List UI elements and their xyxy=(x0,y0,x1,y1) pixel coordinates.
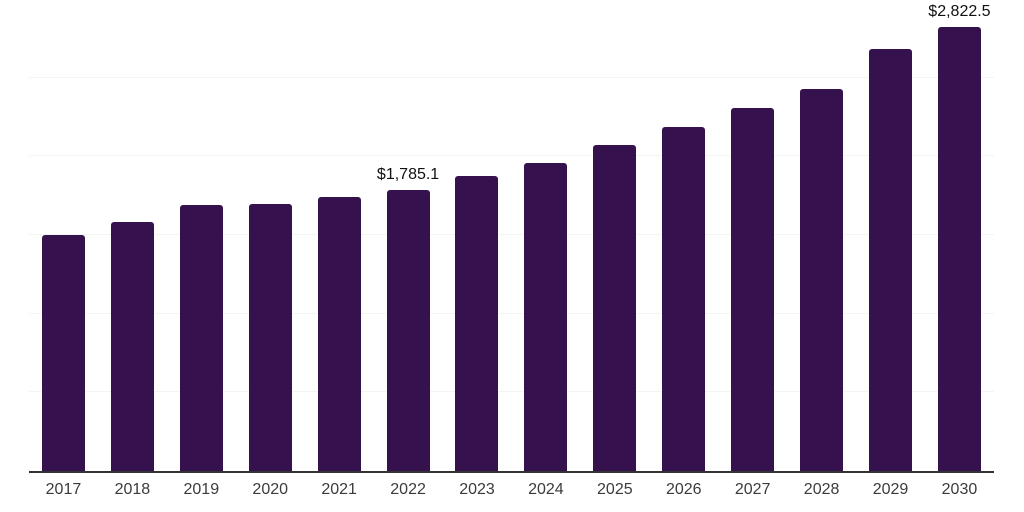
bar-group-2017 xyxy=(41,235,85,471)
data-label-2030: $2,822.5 xyxy=(928,2,991,20)
data-label-2022: $1,785.1 xyxy=(376,166,440,184)
bar-group-2020 xyxy=(248,203,292,471)
bar-2024 xyxy=(524,162,568,471)
bar-slot-2027 xyxy=(718,0,787,471)
x-tick-label-2019: 2019 xyxy=(183,481,220,498)
bar-group-2030: $2,822.5 xyxy=(928,2,991,471)
bar-slot-2024 xyxy=(511,0,580,471)
x-tick-label-2028: 2028 xyxy=(803,481,840,498)
bar-2023 xyxy=(455,176,499,471)
bar-slot-2017 xyxy=(29,0,98,471)
bar-group-2029 xyxy=(869,49,913,471)
x-tick-label-2023: 2023 xyxy=(459,481,495,498)
bar-slot-2025 xyxy=(580,0,649,471)
bar-group-2021 xyxy=(317,197,361,471)
bar-2030 xyxy=(937,26,981,471)
bar-group-2024 xyxy=(524,162,568,471)
bar-2025 xyxy=(593,145,637,471)
x-tick-label-2026: 2026 xyxy=(665,481,702,498)
bar-2020 xyxy=(248,203,292,471)
x-tick-label-2030: 2030 xyxy=(941,481,978,498)
bar-group-2019 xyxy=(179,205,223,471)
bar-group-2025 xyxy=(593,145,637,471)
bar-slot-2020 xyxy=(236,0,305,471)
x-tick-label-2022: 2022 xyxy=(390,481,426,498)
x-tick-label-2020: 2020 xyxy=(252,481,289,498)
x-axis-labels: 2017 2018 2019 2020 2021 2022 2023 2024 2025 2026… xyxy=(29,481,994,499)
x-tick-label-2027: 2027 xyxy=(734,481,771,498)
x-tick-label-2024: 2024 xyxy=(528,481,564,498)
bar-slot-2019 xyxy=(167,0,236,471)
bar-2027 xyxy=(731,108,775,471)
bar-group-2022: $1,785.1 xyxy=(377,166,439,471)
bar-2021 xyxy=(317,197,361,471)
bar-slot-2022: $1,785.1 xyxy=(374,0,443,471)
bar-2029 xyxy=(869,49,913,471)
bar-slot-2021 xyxy=(305,0,374,471)
x-tick-label-2018: 2018 xyxy=(114,481,151,498)
bars-row: $1,785.1 $2,822.5 xyxy=(29,0,994,471)
bar-slot-2030: $2,822.5 xyxy=(925,0,994,471)
gridline-2500 xyxy=(29,76,994,78)
bar-group-2018 xyxy=(110,222,154,471)
gridline-500 xyxy=(29,391,994,393)
x-tick-label-2021: 2021 xyxy=(321,481,357,498)
bar-2022 xyxy=(386,190,430,471)
bar-group-2027 xyxy=(731,108,775,471)
bar-2017 xyxy=(41,235,85,471)
gridline-2000 xyxy=(29,155,994,157)
x-tick-label-2029: 2029 xyxy=(872,481,909,498)
plot-area: $1,785.1 $2,822.5 xyxy=(29,0,994,473)
bar-group-2026 xyxy=(662,127,706,471)
bar-group-2028 xyxy=(800,88,844,471)
x-tick-label-2025: 2025 xyxy=(597,481,633,498)
gridline-1500 xyxy=(29,234,994,235)
x-tick-label-2017: 2017 xyxy=(45,481,82,498)
bar-slot-2018 xyxy=(98,0,167,471)
bar-2019 xyxy=(179,205,223,471)
bar-slot-2028 xyxy=(787,0,856,471)
bar-2026 xyxy=(662,127,706,471)
bar-slot-2026 xyxy=(649,0,718,471)
bar-slot-2023 xyxy=(443,0,512,471)
bar-slot-2029 xyxy=(856,0,925,471)
bar-2028 xyxy=(800,88,844,471)
bar-group-2023 xyxy=(455,176,499,471)
gridline-1000 xyxy=(29,312,994,314)
bar-2018 xyxy=(110,222,154,471)
